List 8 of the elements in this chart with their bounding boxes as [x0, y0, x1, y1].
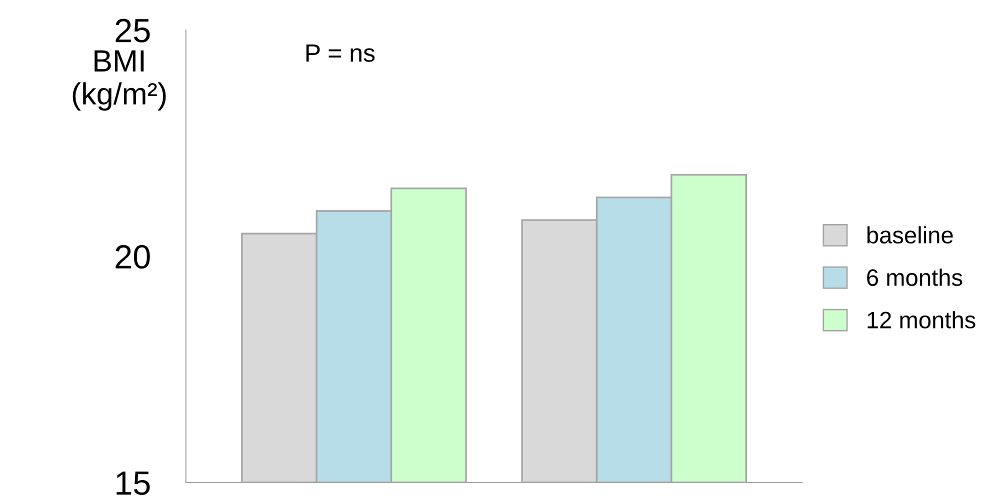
legend-label: 6 months [867, 268, 962, 286]
legend-label: 12 months [868, 311, 976, 328]
y-tick-label: 15 [116, 472, 150, 495]
y-tick-label: 20 [116, 245, 150, 269]
y-tick-label: 25 [116, 18, 150, 42]
annotation: P = ns [306, 44, 375, 62]
legend-label: baseline [867, 226, 953, 244]
y-axis-title: BMI (kg/m²) [72, 50, 166, 111]
